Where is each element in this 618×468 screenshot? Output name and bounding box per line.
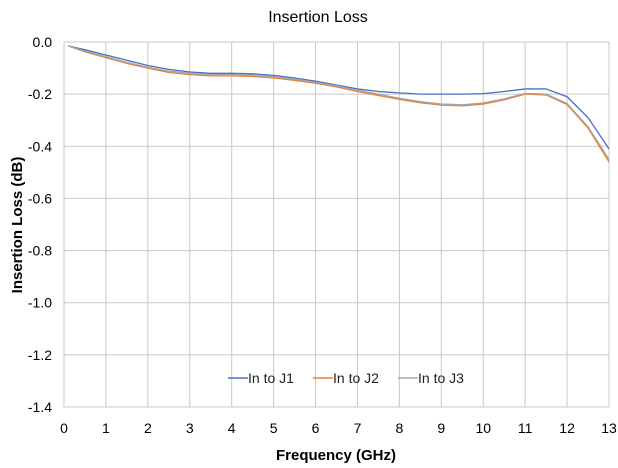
y-tick-label: -0.8 xyxy=(28,243,52,259)
legend-label-1: In to J1 xyxy=(248,370,294,386)
x-tick-label: 13 xyxy=(601,420,617,436)
grid xyxy=(63,41,610,408)
series-line-3 xyxy=(67,45,610,160)
y-tick-label: 0.0 xyxy=(33,34,53,50)
y-tick-label: -0.6 xyxy=(28,190,52,206)
series-line-2 xyxy=(67,45,610,163)
x-tick-label: 12 xyxy=(559,420,575,436)
x-axis-ticks: 0 1 2 3 4 5 6 7 8 9 10 11 12 13 xyxy=(60,420,617,436)
y-axis-label: Insertion Loss (dB) xyxy=(9,157,26,294)
x-tick-label: 11 xyxy=(518,420,533,436)
y-tick-label: -1.0 xyxy=(28,295,52,311)
x-tick-label: 0 xyxy=(60,420,68,436)
y-axis-ticks: 0.0 -0.2 -0.4 -0.6 -0.8 -1.0 -1.2 -1.4 xyxy=(28,34,52,415)
series-line-1 xyxy=(68,45,610,150)
x-tick-label: 5 xyxy=(270,420,278,436)
x-tick-label: 9 xyxy=(437,420,445,436)
x-tick-label: 1 xyxy=(102,420,110,436)
x-tick-label: 6 xyxy=(312,420,320,436)
x-tick-label: 10 xyxy=(475,420,491,436)
x-tick-label: 7 xyxy=(354,420,362,436)
legend-label-2: In to J2 xyxy=(333,370,379,386)
x-tick-label: 4 xyxy=(228,420,236,436)
series-lines xyxy=(67,45,610,163)
plot-area-border xyxy=(63,41,610,408)
y-tick-label: -0.4 xyxy=(28,138,52,154)
x-tick-label: 3 xyxy=(186,420,194,436)
x-axis-label: Frequency (GHz) xyxy=(276,447,396,464)
y-tick-label: -0.2 xyxy=(28,86,52,102)
x-tick-label: 8 xyxy=(395,420,403,436)
y-tick-label: -1.4 xyxy=(28,399,52,415)
chart-title: Insertion Loss xyxy=(268,9,368,26)
legend: In to J1 In to J2 In to J3 xyxy=(228,370,464,386)
x-tick-label: 2 xyxy=(144,420,152,436)
legend-label-3: In to J3 xyxy=(418,370,464,386)
y-tick-label: -1.2 xyxy=(28,347,52,363)
